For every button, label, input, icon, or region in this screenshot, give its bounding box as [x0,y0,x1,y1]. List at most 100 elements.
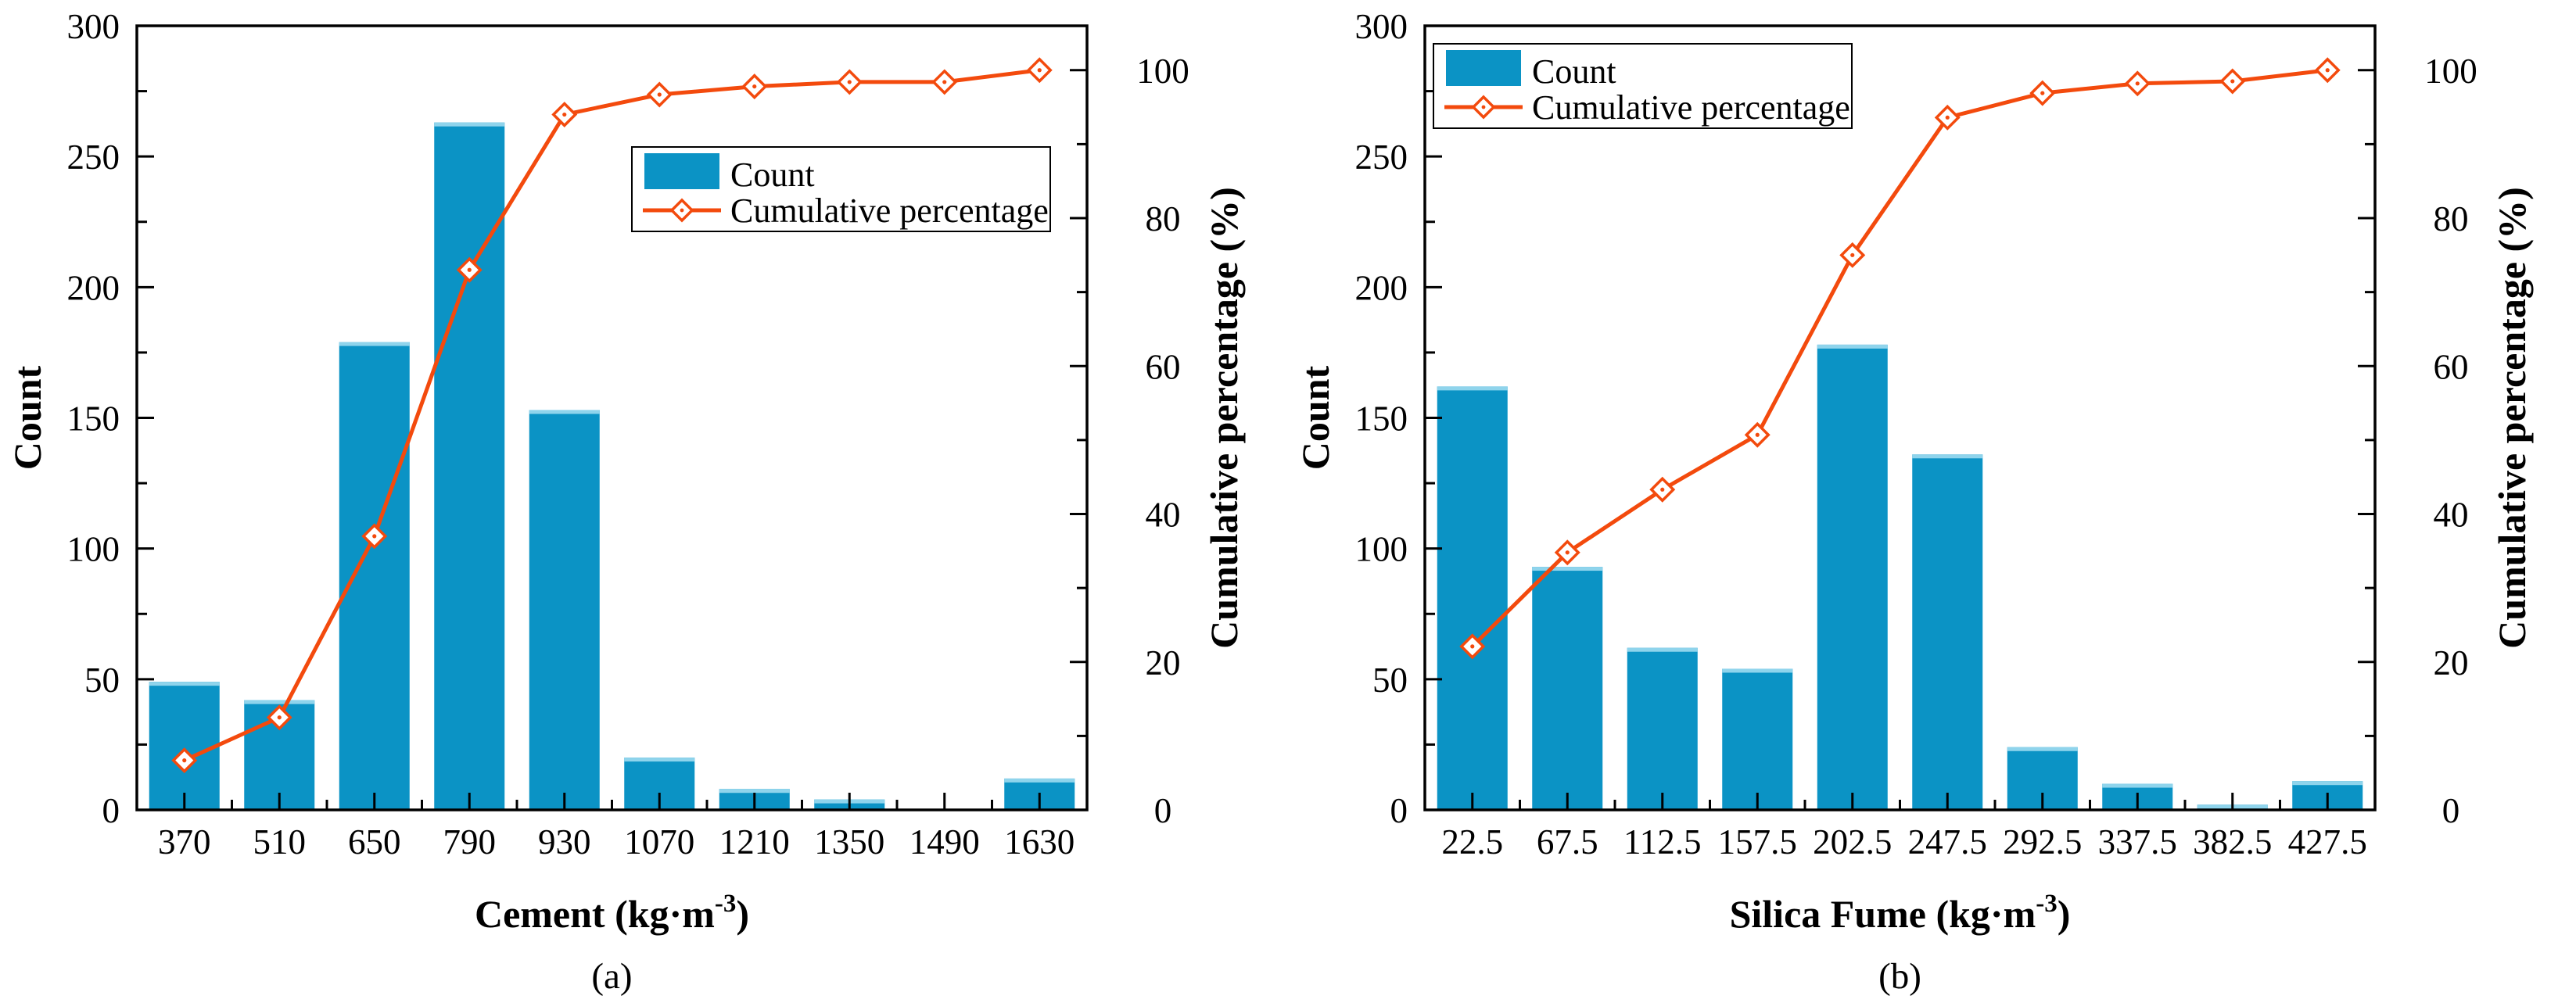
y-tick-label-left: 200 [1355,268,1408,307]
count-bar [1532,567,1603,810]
y-tick-label-left: 50 [84,661,120,700]
x-tick-label: 202.5 [1813,822,1892,862]
legend-line-label: Cumulative percentage [730,192,1049,230]
bar-top-highlight [2292,781,2363,786]
bar-top-highlight [1817,344,1888,349]
cumulative-line [1470,68,2328,648]
y-tick-label-left: 250 [67,138,120,177]
y-tick-label-right: 80 [1146,199,1181,238]
legend-count-label: Count [1532,52,1616,91]
y-tick-label-right: 100 [2424,52,2477,91]
cumulative-marker-dot [2325,68,2330,73]
y-axis-title-left: Count [5,365,49,470]
y-tick-label-left: 0 [1390,791,1408,830]
count-bar [1912,454,1983,810]
cumulative-marker-dot [1470,644,1475,649]
count-bar [1627,647,1698,810]
cumulative-marker-dot [467,267,472,272]
y-tick-label-left: 100 [67,530,120,569]
legend-count-swatch [1446,50,1521,86]
x-tick-label: 157.5 [1718,822,1797,862]
legend-count-swatch [644,153,719,189]
count-bar [529,410,600,810]
count-bar [434,122,505,810]
bar-top-highlight [1627,647,1698,652]
cumulative-marker-dot [2135,81,2140,86]
count-bar [1437,386,1508,810]
legend-marker-dot [680,208,684,213]
count-bar [339,342,410,810]
legend-line-label: Cumulative percentage [1532,88,1850,127]
y-tick-label-right: 60 [1146,347,1181,386]
count-bar [1722,668,1793,810]
x-tick-label: 67.5 [1537,822,1598,862]
bar-top-highlight [1437,386,1508,391]
bar-top-highlight [2007,747,2078,751]
legend-count-label: Count [730,156,815,194]
y-tick-label-left: 50 [1372,661,1408,700]
x-tick-label: 650 [348,822,401,862]
y-tick-label-right: 100 [1136,52,1189,91]
bar-top-highlight [149,682,220,686]
y-tick-label-right: 20 [1146,643,1181,682]
x-axis-title: Cement (kg·m-3) [475,890,749,936]
y-tick-label-right: 20 [2434,643,2469,682]
cumulative-marker-dot [657,92,662,97]
cumulative-marker-dot [2040,91,2045,95]
x-tick-label: 790 [443,822,497,862]
plot-frame [1423,24,2377,811]
cumulative-marker-dot [2230,79,2235,84]
x-tick-label: 930 [538,822,591,862]
y-tick-label-left: 300 [1355,7,1408,46]
x-tick-label: 1630 [1004,822,1075,862]
cumulative-marker-dot [752,84,757,89]
bar-top-highlight [1722,668,1793,673]
bar-top-highlight [719,789,790,793]
cumulative-marker-dot [1945,115,1950,120]
y-tick-label-right: 0 [1154,791,1172,830]
x-tick-label: 112.5 [1623,822,1702,862]
x-axis-title-superscript: -3 [2036,890,2058,918]
x-tick-label: 1490 [909,822,980,862]
x-tick-label: 247.5 [1908,822,1987,862]
cumulative-marker-dot [1850,253,1855,257]
x-axis-title: Silica Fume (kg·m-3) [1730,890,2071,936]
x-tick-label: 22.5 [1441,822,1503,862]
y-tick-label-left: 200 [67,268,120,307]
bar-top-highlight [624,758,695,762]
y-tick-label-left: 150 [67,399,120,439]
y-tick-label-right: 80 [2434,199,2469,238]
count-bar [149,682,220,810]
legend-marker-dot [1481,105,1486,109]
x-tick-label: 510 [253,822,307,862]
y-tick-label-right: 40 [2434,496,2469,535]
silica-fume-histogram-chart: 0 50 100 150 200 250 300 0 20 40 60 80 100 22.5 67.5 11… [1293,7,2534,997]
bar-top-highlight [529,410,600,414]
x-tick-label: 292.5 [2003,822,2082,862]
x-tick-label: 427.5 [2288,822,2367,862]
y-axis-title-right: Cumulative percentage (%) [2490,187,2534,649]
x-tick-label: 1350 [814,822,884,862]
x-tick-label: 337.5 [2098,822,2177,862]
x-tick-label: 370 [158,822,211,862]
y-tick-label-left: 100 [1355,530,1408,569]
y-tick-label-right: 0 [2442,791,2460,830]
y-tick-label-left: 150 [1355,399,1408,439]
bar-top-highlight [1532,567,1603,571]
cumulative-marker-dot [1037,68,1042,73]
bar-top-highlight [1004,778,1075,783]
count-bar [1817,344,1888,810]
panel-sublabel: (a) [591,956,632,997]
y-tick-label-right: 40 [1146,496,1181,535]
x-tick-label: 1210 [719,822,790,862]
panel-sublabel: (b) [1878,956,1921,997]
x-tick-label: 1070 [624,822,694,862]
cumulative-marker-dot [942,80,947,84]
cumulative-line [183,68,1040,762]
y-tick-label-left: 300 [67,7,120,46]
y-axis-title-left: Count [1293,365,1337,470]
cement-histogram-chart: 0 50 100 150 200 250 300 0 20 40 60 80 100 370 510 650 7… [5,7,1246,997]
bar-top-highlight [434,122,505,127]
cumulative-marker-dot [1755,432,1760,437]
